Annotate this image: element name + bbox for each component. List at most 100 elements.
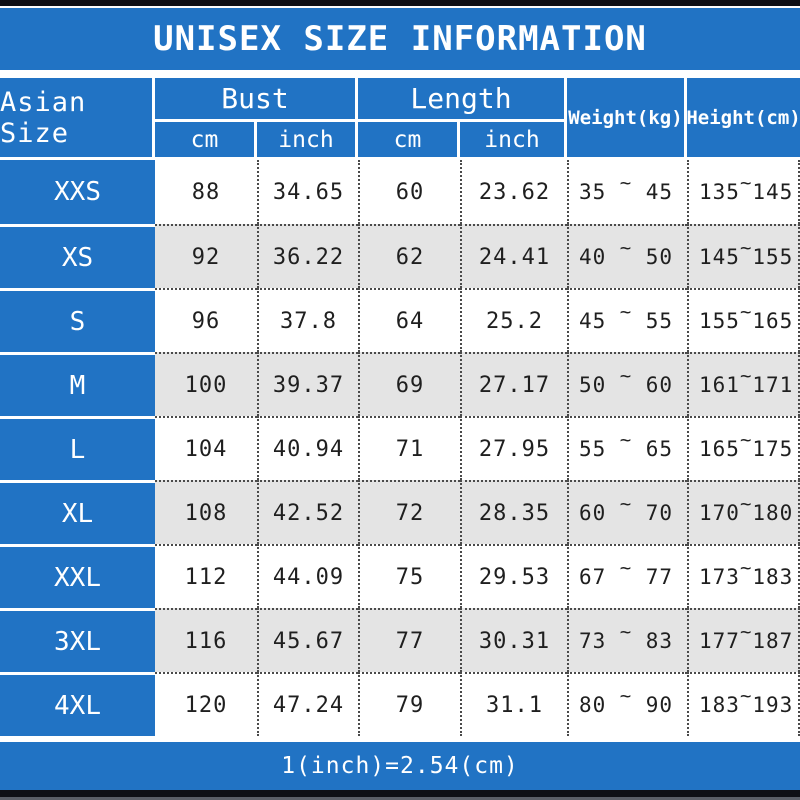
tilde-separator: ~ — [619, 621, 633, 643]
size-cell: 3XL — [0, 608, 155, 672]
table-row: XS 92 36.22 62 24.41 40 ~50 145 ~155 — [0, 224, 800, 288]
range-max: 183 — [752, 565, 794, 589]
range-max: 77 — [645, 565, 673, 589]
length-cm-cell: 71 — [358, 416, 460, 480]
column-subheader-length-cm: cm — [358, 122, 460, 157]
length-inch-cell: 30.31 — [460, 608, 567, 672]
range-max: 60 — [645, 373, 673, 397]
bust-inch-cell: 37.8 — [257, 288, 358, 352]
bust-inch-cell: 39.37 — [257, 352, 358, 416]
bust-cm-cell: 96 — [155, 288, 257, 352]
weight-range-cell: 60 ~70 — [567, 480, 687, 544]
range-min: 35 — [579, 180, 607, 204]
column-subheader-bust-cm: cm — [155, 122, 257, 157]
header-body-divider — [0, 157, 800, 160]
range-min: 55 — [579, 437, 607, 461]
range-max: 83 — [645, 629, 673, 653]
column-header-weight: Weight(kg) — [567, 78, 687, 157]
column-subheader-bust-inch: inch — [257, 122, 358, 157]
tilde-separator: ~ — [739, 429, 753, 451]
range-max: 55 — [645, 309, 673, 333]
size-cell: S — [0, 288, 155, 352]
range-max: 187 — [752, 629, 794, 653]
conversion-note: 1(inch)=2.54(cm) — [281, 753, 519, 779]
column-header-asian-size: Asian Size — [0, 78, 155, 157]
banner-divider — [0, 70, 800, 78]
bust-cm-cell: 88 — [155, 160, 257, 224]
tilde-separator: ~ — [739, 365, 753, 387]
range-min: 170 — [699, 501, 740, 525]
length-inch-cell: 27.17 — [460, 352, 567, 416]
range-min: 155 — [699, 309, 740, 333]
length-cm-cell: 72 — [358, 480, 460, 544]
size-cell: XXS — [0, 160, 155, 224]
bust-inch-cell: 34.65 — [257, 160, 358, 224]
length-cm-cell: 69 — [358, 352, 460, 416]
body-footer-divider — [0, 736, 800, 742]
tilde-separator: ~ — [619, 429, 633, 451]
tilde-separator: ~ — [739, 621, 753, 643]
bust-cm-cell: 120 — [155, 672, 257, 736]
length-inch-cell: 31.1 — [460, 672, 567, 736]
tilde-separator: ~ — [739, 301, 753, 323]
range-min: 60 — [579, 501, 607, 525]
bust-inch-cell: 47.24 — [257, 672, 358, 736]
tilde-separator: ~ — [739, 237, 753, 259]
table-row: S 96 37.8 64 25.2 45 ~55 155 ~165 — [0, 288, 800, 352]
table-row: XL 108 42.52 72 28.35 60 ~70 170 ~180 — [0, 480, 800, 544]
bust-cm-cell: 112 — [155, 544, 257, 608]
table-row: XXS 88 34.65 60 23.62 35 ~45 135 ~145 — [0, 160, 800, 224]
tilde-separator: ~ — [739, 557, 753, 579]
height-range-cell: 161 ~171 — [687, 352, 800, 416]
length-inch-cell: 29.53 — [460, 544, 567, 608]
length-cm-cell: 79 — [358, 672, 460, 736]
weight-range-cell: 67 ~77 — [567, 544, 687, 608]
length-cm-cell: 77 — [358, 608, 460, 672]
size-cell: M — [0, 352, 155, 416]
bust-inch-cell: 45.67 — [257, 608, 358, 672]
range-max: 175 — [752, 437, 794, 461]
size-cell: XL — [0, 480, 155, 544]
range-max: 90 — [645, 693, 673, 717]
height-range-cell: 165 ~175 — [687, 416, 800, 480]
size-cell: L — [0, 416, 155, 480]
weight-range-cell: 73 ~83 — [567, 608, 687, 672]
bottom-edge-line — [0, 797, 800, 800]
bust-cm-cell: 100 — [155, 352, 257, 416]
tilde-separator: ~ — [619, 557, 633, 579]
height-range-cell: 145 ~155 — [687, 224, 800, 288]
top-border-bar — [0, 0, 800, 6]
bust-cm-cell: 92 — [155, 224, 257, 288]
weight-range-cell: 45 ~55 — [567, 288, 687, 352]
height-range-cell: 155 ~165 — [687, 288, 800, 352]
bust-cm-cell: 108 — [155, 480, 257, 544]
length-cm-cell: 75 — [358, 544, 460, 608]
range-min: 80 — [579, 693, 607, 717]
bottom-border-bar — [0, 790, 800, 797]
tilde-separator: ~ — [619, 685, 633, 707]
size-cell: XXL — [0, 544, 155, 608]
tilde-separator: ~ — [619, 365, 633, 387]
tilde-separator: ~ — [619, 237, 633, 259]
weight-range-cell: 50 ~60 — [567, 352, 687, 416]
bust-inch-cell: 40.94 — [257, 416, 358, 480]
table-header: Asian Size Bust Length Weight(kg) Height… — [0, 78, 800, 157]
range-max: 50 — [645, 245, 673, 269]
page-title: UNISEX SIZE INFORMATION — [153, 19, 647, 59]
length-cm-cell: 60 — [358, 160, 460, 224]
length-inch-cell: 24.41 — [460, 224, 567, 288]
height-range-cell: 173 ~183 — [687, 544, 800, 608]
title-banner: UNISEX SIZE INFORMATION — [0, 8, 800, 70]
tilde-separator: ~ — [619, 301, 633, 323]
weight-range-cell: 80 ~90 — [567, 672, 687, 736]
bust-cm-cell: 104 — [155, 416, 257, 480]
range-min: 73 — [579, 629, 607, 653]
bust-inch-cell: 36.22 — [257, 224, 358, 288]
range-max: 65 — [645, 437, 673, 461]
range-min: 177 — [699, 629, 740, 653]
height-range-cell: 183 ~193 — [687, 672, 800, 736]
range-min: 165 — [699, 437, 740, 461]
size-cell: XS — [0, 224, 155, 288]
range-min: 173 — [699, 565, 740, 589]
range-min: 45 — [579, 309, 607, 333]
